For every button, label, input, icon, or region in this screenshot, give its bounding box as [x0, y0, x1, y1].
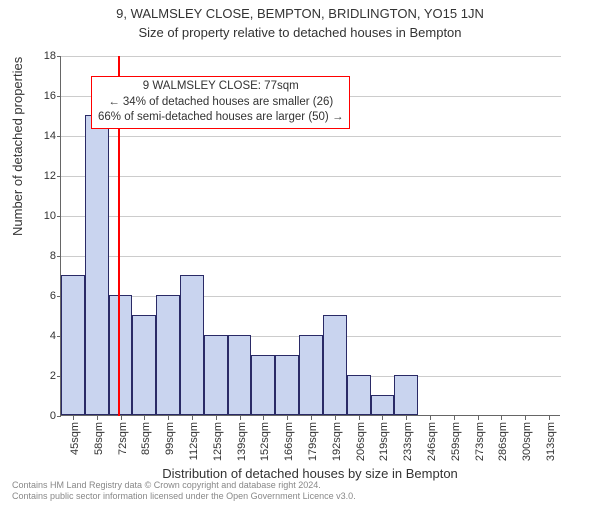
xtick-mark	[430, 416, 431, 420]
annotation-box: 9 WALMSLEY CLOSE: 77sqm← 34% of detached…	[91, 76, 350, 129]
xtick-mark	[263, 416, 264, 420]
xtick-label: 300sqm	[521, 422, 533, 461]
histogram-bar	[132, 315, 156, 415]
xtick-label: 139sqm	[236, 422, 248, 461]
footer-attribution: Contains HM Land Registry data © Crown c…	[12, 480, 356, 502]
histogram-bar	[109, 295, 133, 415]
xtick-mark	[240, 416, 241, 420]
xtick-mark	[525, 416, 526, 420]
xtick-mark	[359, 416, 360, 420]
y-axis-label: Number of detached properties	[10, 57, 25, 236]
xtick-label: 179sqm	[307, 422, 319, 461]
histogram-bar	[275, 355, 299, 415]
histogram-bar	[61, 275, 85, 415]
histogram-bar	[180, 275, 204, 415]
gridline	[61, 296, 561, 297]
ytick-mark	[57, 136, 61, 137]
ytick-label: 18	[26, 50, 56, 62]
xtick-label: 233sqm	[402, 422, 414, 461]
gridline	[61, 136, 561, 137]
histogram-bar	[85, 115, 109, 415]
ytick-mark	[57, 176, 61, 177]
annotation-line: 9 WALMSLEY CLOSE: 77sqm	[98, 79, 343, 95]
xtick-mark	[216, 416, 217, 420]
ytick-label: 14	[26, 130, 56, 142]
histogram-bar	[204, 335, 228, 415]
xtick-label: 286sqm	[497, 422, 509, 461]
xtick-label: 85sqm	[140, 422, 152, 455]
xtick-label: 58sqm	[93, 422, 105, 455]
xtick-mark	[287, 416, 288, 420]
histogram-bar	[299, 335, 323, 415]
ytick-label: 8	[26, 250, 56, 262]
plot-region: 45sqm58sqm72sqm85sqm99sqm112sqm125sqm139…	[60, 56, 560, 416]
ytick-label: 6	[26, 290, 56, 302]
histogram-bar	[347, 375, 371, 415]
xtick-label: 45sqm	[69, 422, 81, 455]
page-title: 9, WALMSLEY CLOSE, BEMPTON, BRIDLINGTON,…	[0, 6, 600, 23]
xtick-mark	[144, 416, 145, 420]
ytick-mark	[57, 56, 61, 57]
ytick-mark	[57, 96, 61, 97]
xtick-mark	[335, 416, 336, 420]
xtick-mark	[97, 416, 98, 420]
annotation-line: 66% of semi-detached houses are larger (…	[98, 110, 343, 126]
gridline	[61, 256, 561, 257]
ytick-label: 12	[26, 170, 56, 182]
gridline	[61, 176, 561, 177]
xtick-mark	[501, 416, 502, 420]
xtick-mark	[382, 416, 383, 420]
xtick-label: 125sqm	[212, 422, 224, 461]
histogram-bar	[228, 335, 252, 415]
xtick-mark	[192, 416, 193, 420]
histogram-bar	[251, 355, 275, 415]
xtick-label: 219sqm	[378, 422, 390, 461]
xtick-label: 259sqm	[450, 422, 462, 461]
xtick-mark	[454, 416, 455, 420]
ytick-label: 4	[26, 330, 56, 342]
page-subtitle: Size of property relative to detached ho…	[0, 25, 600, 42]
histogram-bar	[394, 375, 418, 415]
histogram-bar	[371, 395, 395, 415]
annotation-line: ← 34% of detached houses are smaller (26…	[98, 95, 343, 111]
xtick-label: 192sqm	[331, 422, 343, 461]
footer-line: Contains HM Land Registry data © Crown c…	[12, 480, 356, 491]
ytick-label: 10	[26, 210, 56, 222]
xtick-label: 313sqm	[545, 422, 557, 461]
xtick-mark	[549, 416, 550, 420]
ytick-mark	[57, 256, 61, 257]
xtick-label: 273sqm	[474, 422, 486, 461]
xtick-label: 112sqm	[188, 422, 200, 460]
xtick-mark	[311, 416, 312, 420]
footer-line: Contains public sector information licen…	[12, 491, 356, 502]
xtick-label: 166sqm	[283, 422, 295, 461]
xtick-mark	[406, 416, 407, 420]
ytick-label: 2	[26, 370, 56, 382]
xtick-mark	[121, 416, 122, 420]
xtick-label: 72sqm	[117, 422, 129, 455]
xtick-mark	[168, 416, 169, 420]
xtick-label: 152sqm	[259, 422, 271, 461]
xtick-mark	[73, 416, 74, 420]
ytick-mark	[57, 216, 61, 217]
gridline	[61, 56, 561, 57]
x-axis-label: Distribution of detached houses by size …	[60, 466, 560, 481]
xtick-label: 206sqm	[355, 422, 367, 461]
gridline	[61, 216, 561, 217]
xtick-label: 246sqm	[426, 422, 438, 461]
xtick-label: 99sqm	[164, 422, 176, 455]
ytick-mark	[57, 416, 61, 417]
ytick-label: 0	[26, 410, 56, 422]
xtick-mark	[478, 416, 479, 420]
histogram-bar	[156, 295, 180, 415]
ytick-label: 16	[26, 90, 56, 102]
histogram-bar	[323, 315, 347, 415]
chart-area: 45sqm58sqm72sqm85sqm99sqm112sqm125sqm139…	[60, 56, 560, 416]
